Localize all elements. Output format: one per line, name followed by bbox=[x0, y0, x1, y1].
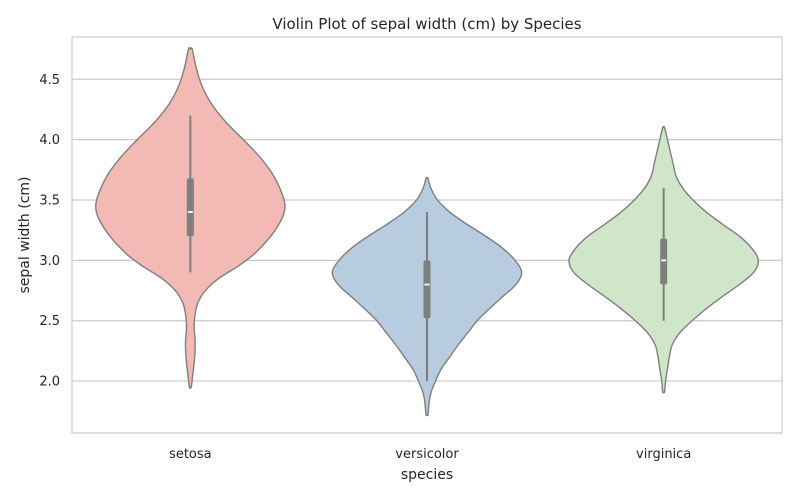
violin-virginica bbox=[568, 125, 760, 394]
violin-iqr-box bbox=[660, 238, 668, 285]
y-tick-label: 2.5 bbox=[39, 314, 60, 329]
x-axis-label: species bbox=[401, 467, 453, 483]
x-tick-label: virginica bbox=[636, 447, 691, 462]
violin-setosa bbox=[94, 47, 286, 389]
violins bbox=[94, 47, 760, 417]
y-tick-labels: 2.0 2.5 3.0 3.5 4.0 4.5 bbox=[39, 73, 60, 390]
y-axis-label: sepal width (cm) bbox=[17, 176, 33, 293]
violin-iqr-box bbox=[423, 260, 431, 319]
y-tick-label: 2.0 bbox=[39, 375, 60, 390]
plot-frame bbox=[71, 36, 783, 434]
violin-iqr-box bbox=[186, 178, 194, 237]
y-tick-label: 4.5 bbox=[39, 73, 60, 88]
y-tick-label: 4.0 bbox=[39, 133, 60, 148]
x-tick-label: versicolor bbox=[395, 447, 459, 462]
chart-title: Violin Plot of sepal width (cm) by Speci… bbox=[272, 15, 581, 33]
y-tick-label: 3.5 bbox=[39, 193, 60, 208]
x-tick-labels: setosa versicolor virginica bbox=[169, 447, 691, 462]
x-tick-label: setosa bbox=[169, 447, 212, 462]
y-tick-label: 3.0 bbox=[39, 254, 60, 269]
violin-versicolor bbox=[331, 176, 523, 417]
